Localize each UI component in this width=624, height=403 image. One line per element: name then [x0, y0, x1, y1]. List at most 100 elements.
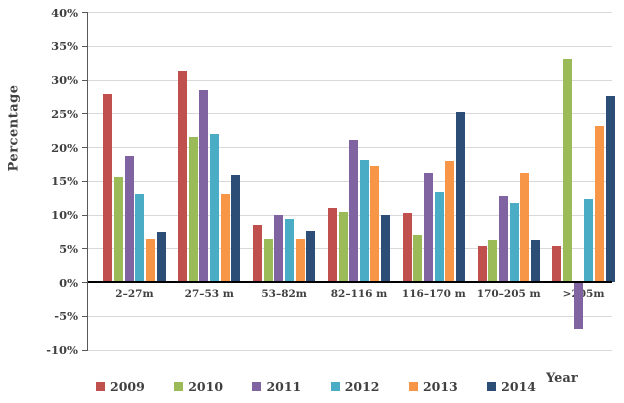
category-label: 116–170 m: [401, 288, 466, 300]
y-tick-label: 20%: [51, 140, 78, 155]
bar-2011: [349, 140, 359, 282]
bar-2014: [231, 174, 241, 282]
bar-2012: [584, 198, 594, 282]
y-axis-title: Percentage: [6, 84, 22, 172]
y-axis-line: [87, 12, 88, 350]
y-tick-label: -10%: [46, 343, 78, 357]
category-label: 27–53 m: [184, 288, 234, 300]
bar-2013: [220, 193, 230, 282]
bar-2013: [445, 161, 455, 282]
gridline: [88, 113, 612, 115]
legend-item-2013: 2013: [408, 379, 458, 394]
bar-2011: [274, 215, 284, 282]
bar-2009: [552, 245, 562, 282]
y-axis-tick: [82, 282, 88, 283]
bar-2011: [424, 173, 434, 282]
y-tick-label: 0%: [59, 275, 78, 290]
gridline: [88, 315, 612, 317]
y-axis-tick: [82, 79, 88, 81]
y-tick-label: 30%: [51, 73, 78, 87]
bar-2011: [498, 195, 508, 282]
bar-2010: [488, 240, 498, 282]
bar-2012: [284, 218, 294, 282]
y-tick-label: -5%: [54, 309, 78, 324]
legend-swatch-icon: [174, 382, 184, 391]
category-label: 170–205 m: [476, 288, 541, 300]
bar-2012: [135, 194, 145, 282]
bar-2013: [595, 126, 605, 282]
bar-2010: [113, 176, 123, 282]
legend-swatch-icon: [252, 382, 262, 391]
bar-2013: [145, 238, 155, 282]
legend-item-2012: 2012: [330, 379, 380, 394]
category-label: 82–116 m: [330, 288, 388, 300]
gridline: [88, 79, 612, 81]
legend-label: 2010: [188, 379, 224, 394]
bar-2011: [124, 156, 134, 282]
gridline: [88, 12, 612, 13]
bar-2014: [156, 232, 166, 282]
gridline: [88, 45, 612, 47]
y-axis-tick: [82, 12, 88, 13]
y-axis-tick: [82, 180, 88, 182]
legend-item-2010: 2010: [174, 379, 223, 394]
bar-2010: [413, 235, 423, 282]
bar-2014: [605, 96, 615, 282]
y-axis-tick: [82, 113, 88, 115]
legend: 2009 2010 2011 2012 2013 2014: [96, 379, 536, 394]
bar-2012: [210, 134, 220, 282]
bar-2014: [306, 230, 316, 282]
gridline: [88, 349, 612, 351]
legend-swatch-icon: [487, 382, 497, 391]
y-axis-tick: [82, 45, 88, 47]
bar-2011: [199, 90, 209, 282]
y-tick-label: 15%: [51, 174, 78, 189]
bar-2010: [338, 212, 348, 282]
legend-item-2009: 2009: [96, 379, 145, 394]
bar-2009: [252, 224, 262, 282]
bar-2012: [434, 191, 444, 282]
category-label: >205m: [562, 288, 605, 300]
bar-2013: [520, 173, 530, 282]
legend-item-2014: 2014: [487, 379, 536, 394]
bar-2013: [370, 165, 380, 282]
y-axis-tick: [82, 349, 88, 351]
legend-label: 2014: [501, 379, 536, 394]
category-label: 53–82m: [261, 288, 307, 300]
y-tick-label: 35%: [51, 39, 78, 54]
bar-2009: [477, 246, 487, 282]
y-tick-label: 25%: [51, 106, 78, 121]
legend-item-2011: 2011: [252, 379, 301, 394]
x-axis-zero-line: [88, 281, 612, 283]
bar-2010: [563, 58, 573, 282]
legend-label: 2013: [422, 379, 458, 394]
bar-2011: [573, 283, 583, 329]
bar-2014: [381, 215, 391, 282]
legend-swatch-icon: [408, 382, 418, 391]
x-axis-title: Year: [546, 371, 578, 386]
bar-2010: [188, 136, 198, 282]
y-axis-tick: [82, 248, 88, 250]
bar-2014: [530, 240, 540, 282]
bar-2009: [402, 213, 412, 282]
legend-label: 2009: [110, 379, 145, 394]
bar-2012: [509, 203, 519, 282]
y-tick-label: 10%: [51, 208, 78, 222]
legend-label: 2011: [266, 379, 302, 394]
bar-2014: [456, 111, 465, 282]
category-label: 2–27m: [115, 288, 154, 300]
legend-swatch-icon: [96, 382, 105, 391]
bar-2010: [263, 239, 273, 282]
y-tick-label: 5%: [59, 241, 78, 256]
y-axis-tick: [82, 315, 88, 317]
bar-2009: [178, 71, 188, 282]
bar-2009: [103, 94, 113, 282]
y-axis-tick: [82, 214, 88, 216]
legend-label: 2012: [344, 379, 380, 394]
bar-2009: [327, 207, 337, 282]
bar-2012: [359, 159, 369, 282]
bar-2013: [295, 238, 305, 282]
y-tick-label: 40%: [51, 5, 78, 20]
legend-swatch-icon: [330, 382, 340, 391]
